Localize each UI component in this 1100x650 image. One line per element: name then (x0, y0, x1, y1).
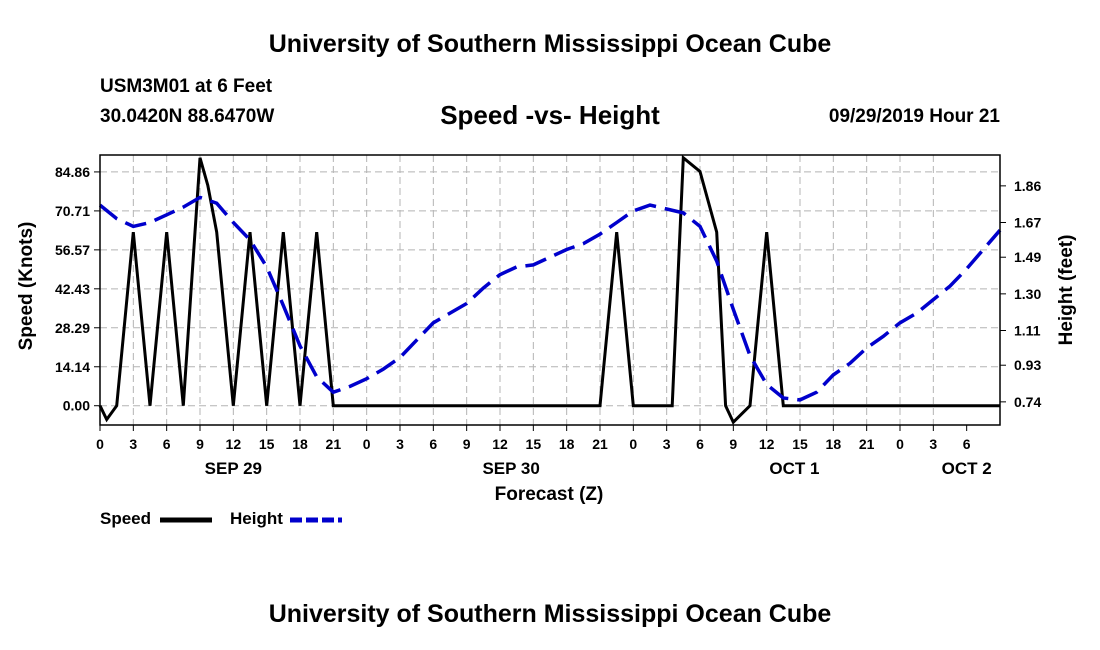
x-tick-label: 12 (492, 436, 508, 452)
x-tick-label: 12 (759, 436, 775, 452)
y2-tick-label: 1.49 (1014, 249, 1041, 265)
x-tick-label: 0 (96, 436, 104, 452)
legend-speed-label: Speed (100, 509, 152, 528)
y-axis-label: Speed (Knots) (16, 222, 37, 351)
y-tick-label: 70.71 (55, 203, 90, 219)
x-tick-label: 15 (526, 436, 542, 452)
axis-ticks: 0.00 14.14 28.29 42.43 56.57 70.71 84.86 0.74 0.… (55, 164, 1042, 478)
x-tick-label: 3 (663, 436, 671, 452)
day-label: SEP 29 (205, 459, 262, 478)
x-tick-label: 15 (792, 436, 808, 452)
x-tick-label: 6 (963, 436, 971, 452)
station-label: USM3M01 at 6 Feet (100, 76, 273, 97)
page-title: University of Southern Mississippi Ocean… (268, 30, 832, 58)
footer-title: University of Southern Mississippi Ocean… (268, 600, 832, 628)
x-tick-label: 12 (226, 436, 242, 452)
x-tick-label: 3 (396, 436, 404, 452)
x-tick-label: 0 (363, 436, 371, 452)
height-series-line (98, 195, 1002, 402)
y-tick-label: 14.14 (55, 359, 90, 375)
y2-tick-label: 1.86 (1014, 178, 1041, 194)
legend-height-label: Height (230, 509, 283, 528)
y-tick-label: 28.29 (55, 320, 90, 336)
y2-tick-label: 0.74 (1014, 394, 1041, 410)
day-label: OCT 2 (942, 459, 992, 478)
y2-tick-label: 1.30 (1014, 286, 1041, 302)
x-tick-label: 21 (592, 436, 608, 452)
day-label: OCT 1 (769, 459, 819, 478)
x-tick-label: 9 (196, 436, 204, 452)
y-tick-label: 42.43 (55, 281, 90, 297)
y-tick-label: 84.86 (55, 164, 90, 180)
grid-lines (100, 155, 1000, 425)
x-tick-label: 15 (259, 436, 275, 452)
x-tick-label: 0 (896, 436, 904, 452)
x-tick-label: 18 (292, 436, 308, 452)
x-tick-label: 3 (929, 436, 937, 452)
y-tick-label: 0.00 (63, 398, 90, 414)
y-tick-label: 56.57 (55, 242, 90, 258)
x-tick-label: 21 (859, 436, 875, 452)
x-axis-label: Forecast (Z) (495, 484, 604, 505)
chart-title: Speed -vs- Height (440, 100, 660, 130)
y2-tick-label: 1.67 (1014, 215, 1041, 231)
x-tick-label: 6 (429, 436, 437, 452)
x-tick-label: 0 (629, 436, 637, 452)
y2-tick-label: 0.93 (1014, 357, 1041, 373)
x-tick-label: 18 (826, 436, 842, 452)
day-label: SEP 30 (482, 459, 539, 478)
x-tick-label: 9 (729, 436, 737, 452)
x-tick-label: 21 (326, 436, 342, 452)
x-tick-label: 18 (559, 436, 575, 452)
x-tick-label: 9 (463, 436, 471, 452)
y2-tick-label: 1.11 (1014, 323, 1041, 339)
y2-axis-label: Height (feet) (1056, 235, 1077, 346)
series-layer (98, 154, 1002, 425)
plot-frame (99, 154, 1001, 426)
x-tick-label: 3 (129, 436, 137, 452)
x-tick-label: 6 (163, 436, 171, 452)
forecast-datetime: 09/29/2019 Hour 21 (828, 106, 1000, 127)
x-tick-label: 6 (696, 436, 704, 452)
speed-series-line (98, 154, 1000, 425)
coordinates-label: 30.0420N 88.6470W (100, 106, 275, 127)
